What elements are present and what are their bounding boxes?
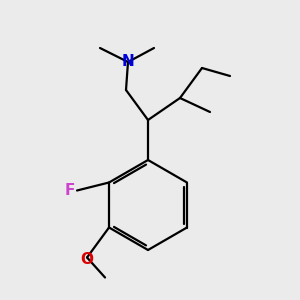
Text: F: F xyxy=(65,183,75,198)
Text: O: O xyxy=(80,252,94,267)
Text: N: N xyxy=(122,55,134,70)
